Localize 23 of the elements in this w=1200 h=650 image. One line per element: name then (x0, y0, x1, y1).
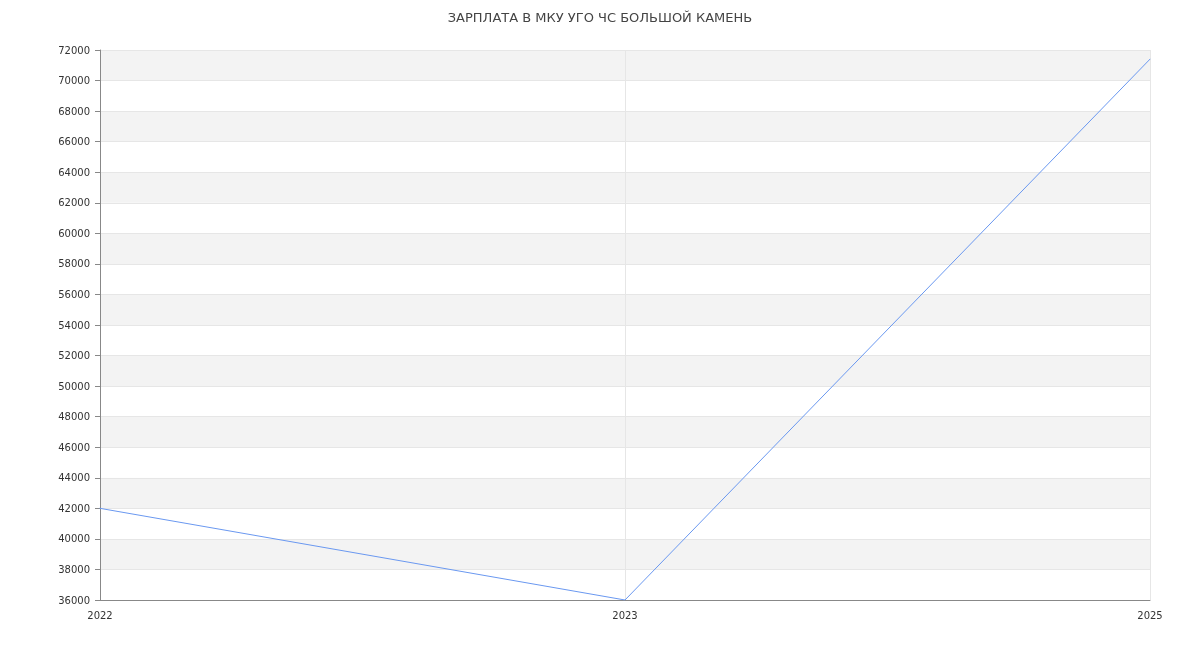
y-tick-label: 56000 (58, 288, 90, 300)
y-tick-label: 70000 (58, 75, 90, 87)
x-tick-label: 2022 (87, 609, 113, 621)
y-tick-label: 50000 (58, 380, 90, 392)
y-tick-label: 58000 (58, 258, 90, 270)
y-tick-label: 62000 (58, 197, 90, 209)
y-tick-label: 38000 (58, 563, 90, 575)
y-tick-label: 36000 (58, 594, 90, 606)
x-tick-label: 2023 (612, 609, 638, 621)
y-tick-label: 46000 (58, 441, 90, 453)
y-tick-label: 54000 (58, 319, 90, 331)
chart-title: ЗАРПЛАТА В МКУ УГО ЧС БОЛЬШОЙ КАМЕНЬ (447, 10, 753, 25)
x-tick-label: 2025 (1137, 609, 1163, 621)
y-tick-label: 66000 (58, 136, 90, 148)
y-tick-label: 68000 (58, 105, 90, 117)
y-tick-label: 72000 (58, 44, 90, 56)
y-tick-label: 42000 (58, 502, 90, 514)
y-tick-label: 40000 (58, 533, 90, 545)
y-tick-label: 44000 (58, 472, 90, 484)
y-tick-label: 48000 (58, 411, 90, 423)
y-tick-label: 60000 (58, 227, 90, 239)
y-tick-label: 64000 (58, 166, 90, 178)
y-tick-label: 52000 (58, 350, 90, 362)
